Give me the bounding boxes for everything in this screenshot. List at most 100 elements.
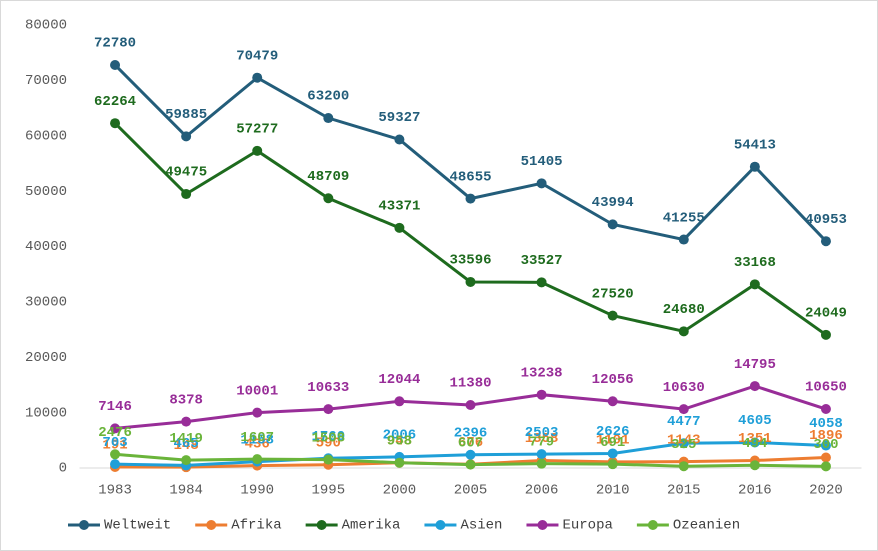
data-label: 494: [742, 436, 767, 452]
data-label: 14795: [734, 357, 776, 373]
data-label: 13238: [521, 365, 563, 381]
legend-marker: [316, 520, 327, 530]
legend-label: Amerika: [342, 518, 401, 534]
legend-label: Europa: [562, 518, 612, 534]
marker: [536, 389, 547, 400]
data-label: 33527: [521, 253, 563, 269]
data-label: 779: [529, 434, 554, 450]
marker: [394, 396, 405, 407]
data-label: 41255: [663, 210, 705, 226]
marker: [820, 440, 831, 451]
marker: [678, 438, 689, 449]
legend-label: Ozeanien: [673, 518, 740, 534]
marker: [465, 399, 476, 410]
marker: [394, 222, 405, 233]
x-tick-label: 2010: [596, 483, 630, 499]
data-label: 1158: [240, 432, 274, 448]
legend-marker: [79, 520, 89, 530]
data-label: 12044: [378, 372, 420, 388]
marker: [607, 396, 618, 407]
marker: [607, 459, 618, 470]
marker: [536, 178, 547, 189]
data-label: 607: [458, 435, 483, 451]
data-label: 4605: [738, 413, 772, 429]
marker: [323, 113, 334, 124]
data-label: 54413: [734, 137, 776, 153]
data-label: 2006: [383, 428, 417, 444]
x-tick-label: 2000: [383, 483, 417, 499]
data-label: 2626: [596, 424, 630, 440]
data-label: 1101: [596, 433, 630, 449]
x-tick-label: 1983: [98, 483, 132, 499]
marker: [394, 134, 405, 145]
x-tick-label: 2016: [738, 483, 772, 499]
marker: [110, 459, 121, 470]
data-label: 691: [600, 435, 625, 451]
data-label: 27520: [592, 286, 634, 302]
y-tick-label: 30000: [25, 295, 67, 311]
marker: [678, 234, 689, 245]
data-label: 40953: [805, 212, 847, 228]
marker: [252, 72, 263, 83]
data-label: 1358: [525, 431, 559, 447]
data-label: 33596: [449, 253, 491, 269]
marker: [181, 131, 192, 142]
y-tick-label: 60000: [25, 128, 67, 144]
y-tick-label: 80000: [25, 18, 67, 34]
marker: [820, 236, 831, 247]
data-label: 12056: [592, 372, 634, 388]
data-label: 1419: [169, 431, 203, 447]
data-label: 70479: [236, 48, 278, 64]
x-tick-label: 1984: [169, 483, 203, 499]
data-label: 1896: [809, 428, 843, 444]
data-label: 49475: [165, 165, 207, 181]
marker: [749, 381, 760, 392]
marker: [110, 59, 121, 70]
data-label: 2476: [98, 425, 132, 441]
marker: [678, 326, 689, 337]
data-label: 590: [316, 435, 341, 451]
y-tick-label: 20000: [25, 350, 67, 366]
marker: [820, 452, 831, 463]
data-label: 958: [387, 433, 412, 449]
marker: [607, 448, 618, 459]
data-label: 1607: [240, 430, 274, 446]
data-label: 1143: [667, 432, 701, 448]
marker: [820, 329, 831, 340]
marker: [749, 161, 760, 172]
data-label: 325: [671, 437, 696, 453]
data-label: 48655: [449, 169, 491, 185]
marker: [820, 404, 831, 415]
marker: [749, 460, 760, 471]
data-label: 51405: [521, 154, 563, 170]
legend-label: Asien: [460, 518, 502, 534]
data-label: 63200: [307, 89, 349, 105]
data-label: 10650: [805, 380, 847, 396]
marker: [749, 279, 760, 290]
marker: [110, 423, 121, 434]
marker: [607, 219, 618, 230]
marker: [323, 193, 334, 204]
marker: [465, 459, 476, 470]
data-label: 465: [174, 436, 199, 452]
data-label: 703: [102, 435, 127, 451]
y-tick-label: 40000: [25, 239, 67, 255]
data-label: 436: [245, 436, 270, 452]
marker: [465, 449, 476, 460]
data-label: 300: [813, 437, 838, 453]
marker: [323, 404, 334, 415]
x-tick-label: 1990: [240, 483, 274, 499]
data-label: 72780: [94, 36, 136, 52]
legend-marker: [435, 520, 446, 530]
marker: [252, 454, 263, 465]
data-label: 2503: [525, 425, 559, 441]
data-label: 2396: [454, 425, 488, 441]
legend-marker: [537, 520, 548, 530]
marker: [536, 277, 547, 288]
data-label: 676: [458, 435, 483, 451]
marker: [181, 189, 192, 200]
y-tick-label: 0: [59, 461, 67, 477]
data-label: 948: [387, 433, 412, 449]
x-tick-label: 2006: [525, 483, 559, 499]
